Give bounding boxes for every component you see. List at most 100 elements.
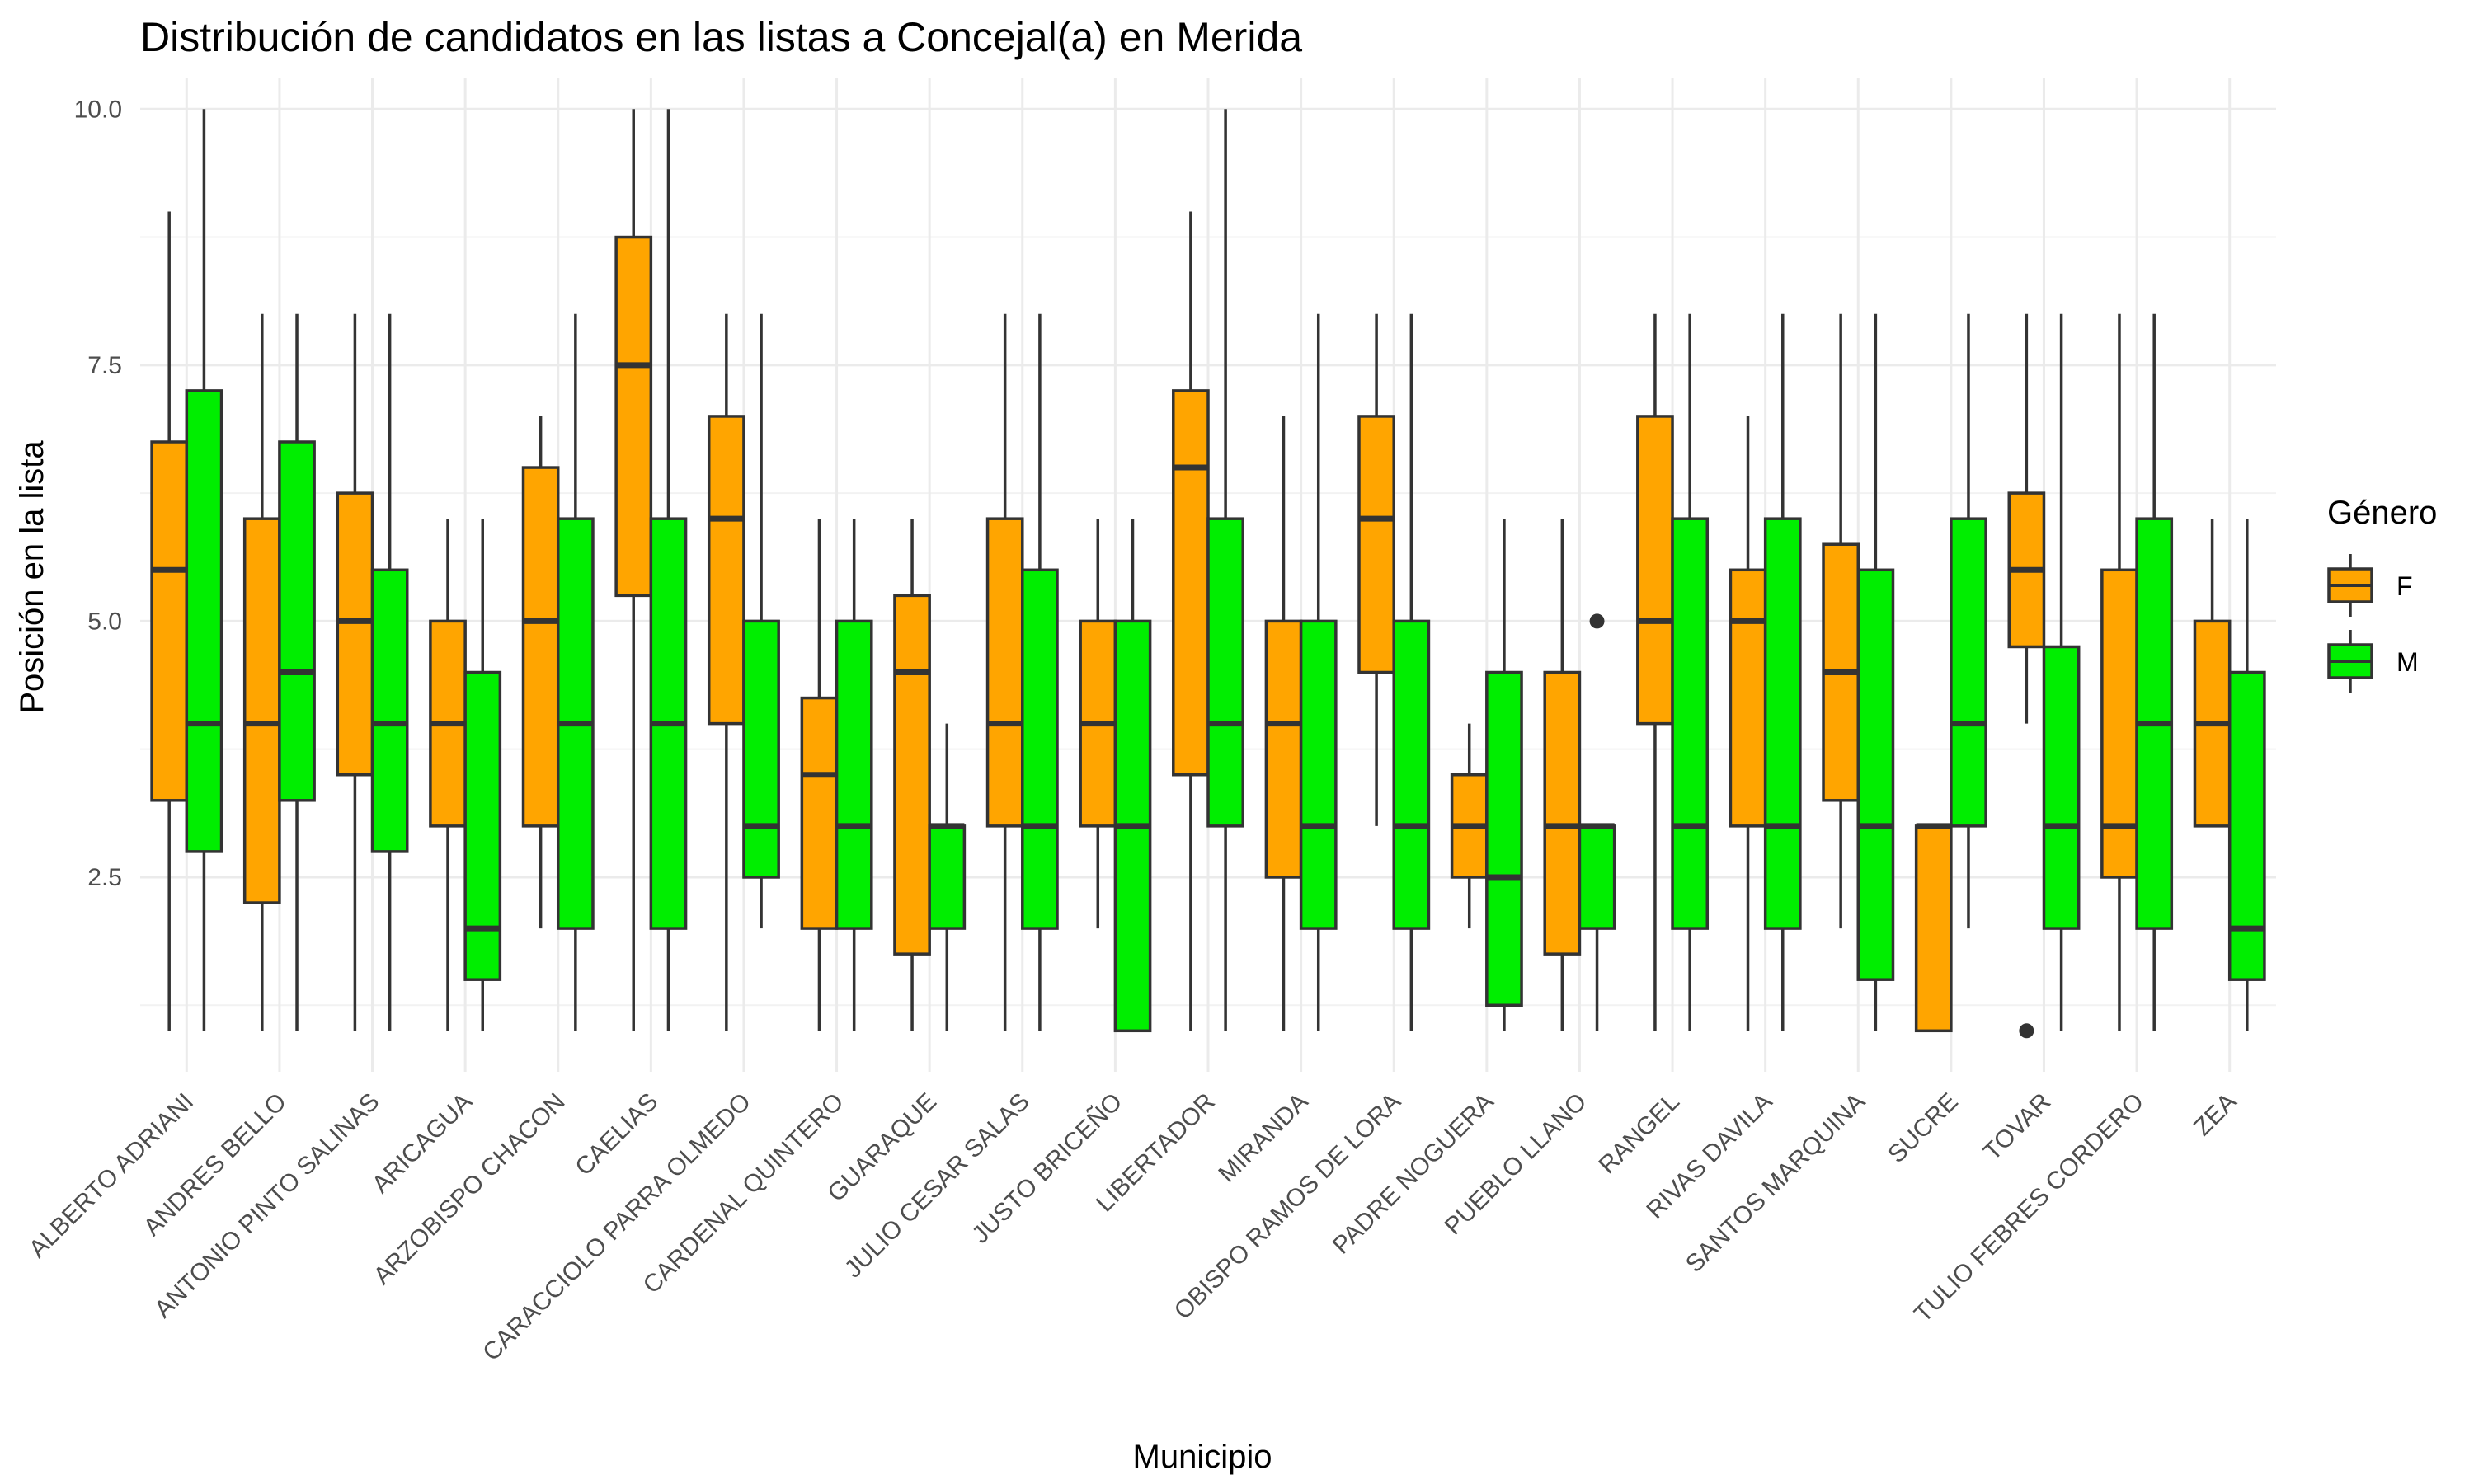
box-series	[150, 109, 2266, 1039]
box-M	[185, 109, 223, 1031]
series-F	[150, 109, 2232, 1039]
box-body	[1729, 568, 1767, 828]
box-M	[1763, 313, 1802, 1031]
box-M	[556, 313, 595, 1031]
box-body	[278, 440, 316, 802]
chart-title: Distribución de candidatos en las listas…	[140, 14, 1302, 60]
box-body	[336, 491, 374, 777]
box-M	[928, 723, 967, 1031]
box-body	[2227, 670, 2266, 981]
box-M	[1392, 313, 1431, 1031]
box-body	[150, 440, 189, 802]
box-body	[928, 824, 967, 930]
box-F	[2100, 313, 2138, 1031]
box-F	[336, 313, 374, 1031]
box-F	[800, 519, 839, 1031]
box-M	[1206, 109, 1244, 1031]
box-F	[150, 211, 189, 1031]
box-F	[1729, 416, 1767, 1031]
box-body	[1392, 619, 1431, 930]
outlier-point	[2019, 1023, 2034, 1039]
box-M	[1485, 519, 1523, 1031]
box-body	[1206, 517, 1244, 828]
outlier-point	[1589, 613, 1605, 629]
box-M	[2042, 313, 2081, 1031]
y-tick-label: 7.5	[87, 352, 122, 379]
box-F	[521, 416, 560, 929]
box-body	[1914, 824, 1953, 1033]
box-F	[1822, 313, 1860, 929]
box-body	[1950, 517, 1987, 828]
box-F	[2007, 313, 2046, 1039]
box-M	[1113, 519, 1152, 1033]
box-M	[1950, 313, 1987, 929]
box-M	[1021, 313, 1059, 1031]
y-axis-title: Posición en la lista	[14, 440, 50, 714]
box-F	[429, 519, 467, 1031]
box-body	[614, 235, 653, 598]
box-M	[835, 519, 873, 1031]
box-F	[1543, 519, 1582, 1031]
box-body	[1357, 415, 1395, 674]
box-F	[242, 313, 281, 1031]
legend-label: F	[2396, 571, 2413, 601]
box-body	[1856, 568, 1895, 981]
box-M	[1856, 313, 1895, 1031]
box-F	[1172, 211, 1210, 1031]
series-M	[185, 109, 2266, 1033]
box-M	[463, 519, 502, 1031]
y-axis-ticks: 2.5 5.0 7.5 10.0	[74, 96, 122, 891]
legend-title: Género	[2327, 495, 2437, 531]
legend-item-F: F	[2327, 554, 2413, 617]
box-F	[614, 109, 653, 1031]
box-body	[2100, 568, 2138, 879]
box-M	[742, 313, 780, 929]
box-body	[370, 568, 409, 853]
box-M	[278, 313, 316, 1031]
box-M	[370, 313, 409, 1031]
box-F	[893, 519, 931, 1031]
box-body	[1485, 670, 1523, 1007]
x-axis-title: Municipio	[1133, 1439, 1272, 1475]
box-M	[1578, 613, 1616, 1031]
legend: Género FM	[2327, 495, 2437, 693]
box-F	[1636, 313, 1674, 1031]
box-M	[2227, 519, 2266, 1031]
box-body	[1021, 568, 1059, 930]
y-tick-label: 10.0	[74, 96, 122, 123]
legend-label: M	[2396, 647, 2419, 677]
box-body	[1578, 824, 1616, 930]
box-M	[1671, 313, 1710, 1031]
box-F	[707, 313, 745, 1031]
box-M	[649, 109, 688, 1031]
box-body	[893, 594, 931, 956]
box-F	[1357, 313, 1395, 826]
box-F	[1079, 519, 1117, 929]
box-body	[521, 466, 560, 828]
y-tick-label: 2.5	[87, 864, 122, 891]
box-F	[1914, 823, 1953, 1033]
box-body	[2042, 645, 2081, 930]
box-body	[800, 696, 839, 930]
box-body	[742, 619, 780, 879]
box-body	[185, 389, 223, 853]
box-body	[1299, 619, 1338, 930]
box-body	[1636, 415, 1674, 726]
legend-item-M: M	[2327, 630, 2419, 693]
box-body	[1264, 619, 1303, 879]
box-M	[2135, 313, 2174, 1031]
box-body	[463, 670, 502, 981]
box-body	[707, 415, 745, 726]
box-body	[1543, 670, 1582, 956]
box-body	[1763, 517, 1802, 930]
legend-items: FM	[2327, 554, 2419, 693]
box-body	[1671, 517, 1710, 930]
box-M	[1299, 313, 1338, 1031]
y-tick-label: 5.0	[87, 608, 122, 635]
box-F	[1264, 416, 1303, 1031]
box-body	[1172, 389, 1210, 777]
box-body	[835, 619, 873, 930]
box-body	[242, 517, 281, 904]
box-body	[985, 517, 1024, 828]
